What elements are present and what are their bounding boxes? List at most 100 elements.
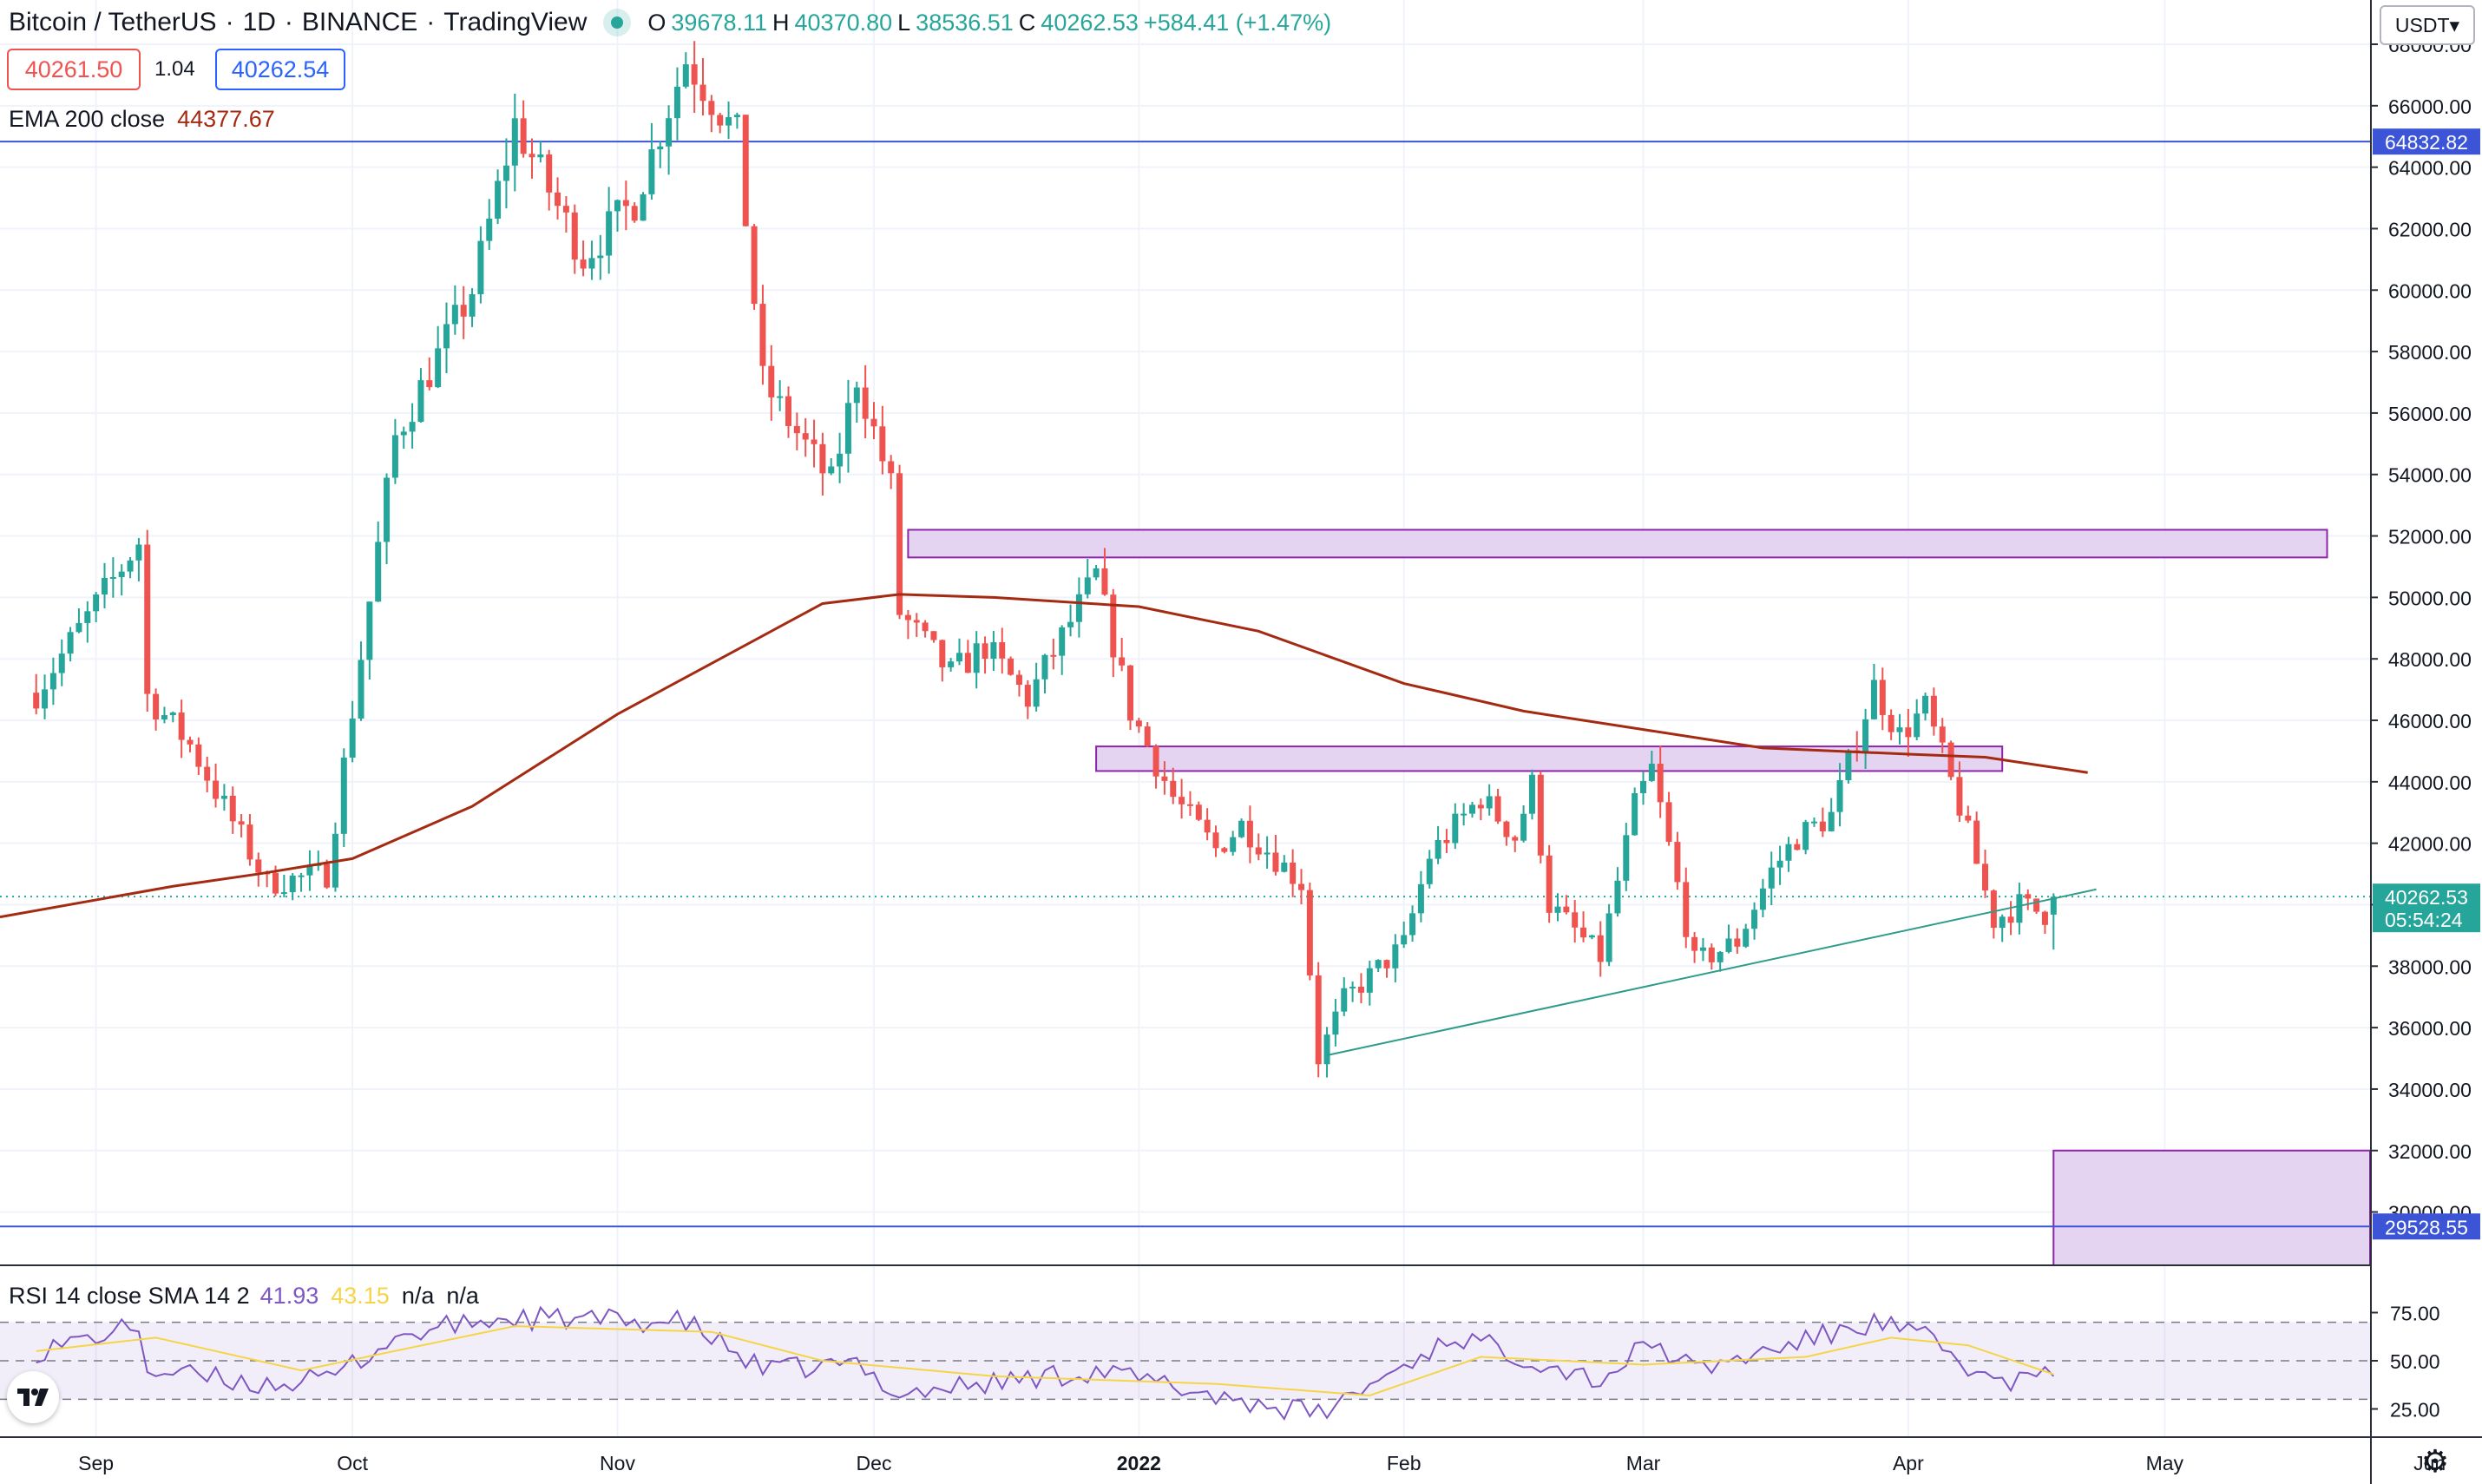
settings-gear-icon[interactable]: ⚙	[2420, 1443, 2450, 1479]
price-tick-label: 44000.00	[2388, 772, 2472, 794]
price-label-value: 40262.53	[2385, 886, 2468, 909]
candle-down	[622, 200, 629, 207]
candle-up	[1409, 913, 1416, 936]
rsi-value: 41.93	[259, 1283, 319, 1309]
candle-down	[178, 712, 185, 740]
price-tick-label: 50000.00	[2388, 587, 2472, 609]
candle-up	[1862, 719, 1869, 752]
candle-up	[1743, 929, 1750, 947]
candle-down	[982, 643, 988, 660]
candle-up	[1323, 1034, 1330, 1065]
candle-down	[913, 620, 920, 623]
candle-down	[1512, 837, 1519, 841]
candle-up	[1093, 568, 1100, 578]
candle-up	[1836, 779, 1843, 812]
candle-up	[118, 571, 125, 577]
candle-down	[1195, 804, 1202, 820]
candle-down	[1306, 890, 1313, 975]
candle-down	[1179, 797, 1185, 804]
candle-down	[460, 305, 467, 317]
candle-down	[862, 387, 869, 419]
candle-up	[1759, 888, 1766, 910]
time-tick-label: Sep	[78, 1452, 114, 1474]
symbol-name[interactable]: Bitcoin / TetherUS	[9, 8, 217, 36]
rsi-na-2: n/a	[446, 1283, 479, 1309]
candle-up	[1554, 906, 1561, 913]
candle-up	[597, 255, 604, 259]
candle-up	[648, 149, 655, 194]
price-tick-label: 42000.00	[2388, 833, 2472, 856]
candle-up	[502, 165, 509, 181]
candle-down	[879, 426, 886, 462]
candle-up	[298, 875, 305, 877]
candle-up	[1067, 621, 1074, 627]
candle-up	[280, 892, 287, 895]
candle-up	[1059, 627, 1066, 656]
candle-up	[1828, 811, 1835, 831]
candle-up	[844, 403, 851, 454]
candle-down	[1494, 796, 1501, 822]
ema-200-line	[0, 593, 2088, 919]
rsi-legend[interactable]: RSI 14 close SMA 14 2 41.93 43.15 n/a n/a	[9, 1283, 479, 1310]
price-tick-label: 36000.00	[2388, 1017, 2472, 1040]
candle-up	[495, 181, 502, 219]
candle-up	[384, 477, 391, 542]
sell-price-button[interactable]: 40261.50	[7, 49, 141, 90]
candle-down	[1050, 654, 1057, 657]
candle-up	[1785, 844, 1792, 861]
candle-down	[1819, 821, 1826, 831]
candle-up	[477, 240, 484, 295]
candle-up	[1461, 813, 1468, 816]
buy-price-button[interactable]: 40262.54	[215, 49, 345, 90]
price-tick-label: 58000.00	[2388, 341, 2472, 364]
candle-down	[2025, 894, 2032, 899]
candle-up	[1375, 960, 1382, 969]
candle-down	[238, 821, 245, 825]
candle-up	[1623, 835, 1630, 881]
candle-down	[555, 192, 561, 207]
candle-up	[1605, 913, 1612, 962]
candle-up	[588, 258, 595, 269]
candle-up	[673, 86, 680, 119]
tradingview-logo-icon[interactable]	[7, 1371, 59, 1423]
spread-value: 1.04	[154, 57, 195, 81]
candle-down	[811, 439, 817, 444]
candle-down	[1580, 927, 1587, 938]
candle-up	[666, 118, 673, 147]
candle-up	[93, 594, 100, 612]
candle-down	[1110, 594, 1117, 658]
candle-down	[1503, 821, 1510, 837]
candle-down	[520, 118, 527, 154]
candle-up	[109, 576, 116, 579]
candle-down	[751, 226, 758, 305]
candle-up	[1632, 792, 1638, 836]
candle-down	[1212, 832, 1219, 849]
candle-down	[1537, 774, 1544, 856]
ema-legend[interactable]: EMA 200 close 44377.67	[9, 106, 275, 133]
candle-down	[699, 84, 706, 102]
candle-down	[793, 425, 800, 434]
candle-up	[349, 718, 356, 758]
candle-up	[161, 715, 167, 720]
candle-down	[1665, 802, 1672, 843]
candle-down	[1794, 844, 1801, 850]
candle-up	[1435, 839, 1441, 859]
interval[interactable]: 1D	[242, 8, 276, 36]
candle-down	[1255, 847, 1262, 855]
candle-up	[682, 64, 689, 87]
candle-down	[1930, 695, 1937, 727]
currency-selector[interactable]: USDT ▾	[2380, 5, 2475, 45]
rsi-tick-label: 25.00	[2390, 1399, 2440, 1422]
candle-up	[409, 422, 416, 432]
candle-down	[802, 433, 809, 440]
candle-up	[973, 643, 980, 673]
price-label-value: 64832.82	[2385, 131, 2468, 154]
candle-down	[1315, 975, 1322, 1065]
candle-down	[870, 418, 877, 427]
candle-up	[511, 118, 518, 166]
candle-down	[964, 653, 971, 673]
candle-up	[1811, 821, 1817, 824]
time-tick-label: 2022	[1117, 1452, 1161, 1474]
candle-up	[1075, 594, 1082, 622]
